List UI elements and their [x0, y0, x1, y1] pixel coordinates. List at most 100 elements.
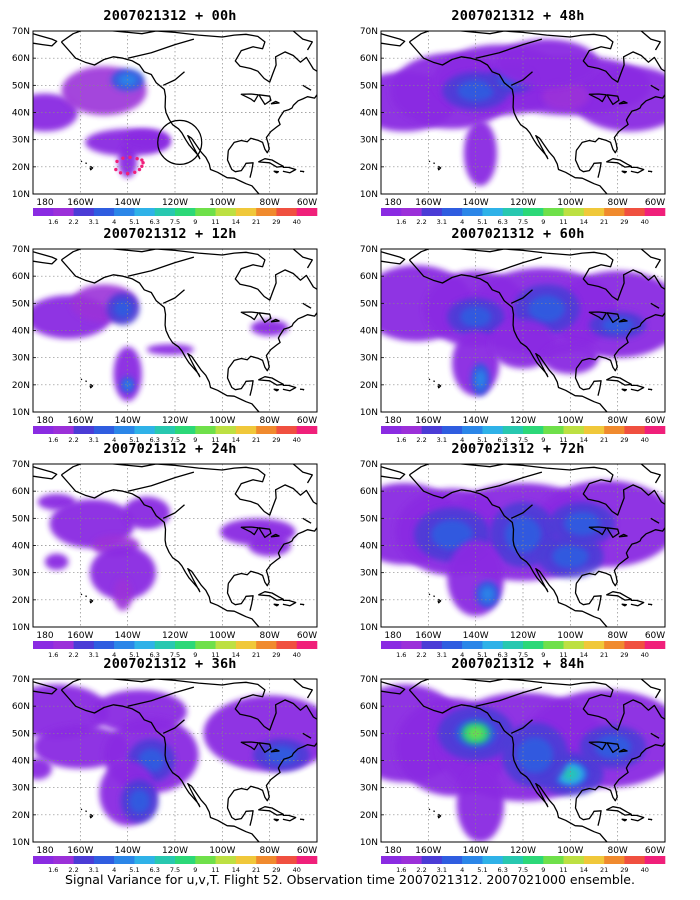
colorbar-label: 14: [580, 218, 588, 226]
flight-track: [114, 119, 203, 176]
variance-blob: [89, 545, 157, 600]
coastline: [381, 681, 406, 695]
coastline: [437, 165, 442, 171]
colorbar-label: 7.5: [170, 218, 180, 226]
variance-blob: [250, 319, 289, 336]
lat-label: 70N: [12, 27, 30, 37]
coastline: [575, 527, 665, 587]
colorbar-swatch: [502, 641, 524, 649]
lon-label: 140W: [115, 198, 141, 208]
lat-label: 60N: [12, 272, 30, 282]
coastline: [640, 679, 661, 699]
colorbar: 1.6 2.2 3.1 4 5.1 6.3 7.5 9 11 14 21 29 40: [381, 426, 666, 444]
coastline: [381, 466, 406, 480]
coastline: [437, 598, 442, 604]
grid: [33, 31, 317, 194]
colorbar-swatch: [401, 641, 422, 649]
coastline: [606, 158, 633, 168]
coastline: [433, 810, 436, 813]
colorbar-swatch: [33, 641, 54, 649]
coastline: [381, 33, 406, 47]
colorbar-label: 29: [620, 436, 628, 444]
coastline: [127, 686, 195, 707]
colorbar-swatch: [215, 856, 237, 864]
variance-field: [33, 684, 317, 826]
colorbar-swatch: [175, 641, 196, 649]
dropsonde-marker: [121, 156, 125, 160]
lon-label: 60W: [297, 846, 317, 856]
colorbar-swatch: [523, 641, 544, 649]
coastline: [428, 160, 431, 163]
colorbar-swatch: [523, 426, 544, 434]
lat-label: 70N: [360, 675, 378, 685]
lon-label: 180: [384, 846, 401, 856]
coastline: [273, 603, 280, 607]
coastline: [618, 100, 628, 105]
grid: [33, 249, 317, 412]
lon-label: 120W: [510, 416, 536, 426]
coastlines: [33, 249, 317, 412]
panel-title: 2007021312 + 60h: [451, 226, 585, 242]
coastline: [33, 33, 58, 47]
lat-label: 40N: [360, 327, 378, 337]
colorbar-label: 2.2: [68, 436, 78, 444]
target-circle: [157, 119, 203, 165]
colorbar-label: 2.2: [68, 651, 78, 659]
map-panel-84h: 2007021312 + 84h 10N 20N 30N 40N 50N 60N 70N 18…: [348, 656, 688, 874]
colorbar-swatch: [195, 856, 216, 864]
colorbar-swatch: [175, 208, 196, 216]
colorbar-swatch: [421, 426, 443, 434]
coastline: [270, 748, 280, 753]
colorbar-swatch: [381, 426, 402, 434]
coastline: [258, 376, 285, 386]
lon-label: 120W: [510, 198, 536, 208]
coastline: [409, 464, 524, 476]
colorbar-swatch: [114, 856, 135, 864]
coastline: [640, 464, 661, 484]
coastline: [475, 686, 543, 707]
coastline: [618, 318, 628, 323]
coastline: [408, 259, 608, 412]
colorbar-label: 9: [541, 436, 545, 444]
map-panel-48h: 2007021312 + 48h 10N 20N 30N 40N 50N 60N 70N 18…: [348, 8, 688, 226]
colorbar-label: 9: [193, 651, 197, 659]
colorbar-label: 5.1: [477, 866, 487, 874]
colorbar-label: 6.3: [498, 436, 508, 444]
colorbar-label: 40: [293, 651, 301, 659]
variance-map: 10N 20N 30N 40N 50N 60N 70N 180 160W 140W 120W 100W…: [12, 460, 318, 659]
panel-title: 2007021312 + 48h: [451, 8, 585, 24]
lat-label: 20N: [360, 596, 378, 606]
colorbar-label: 11: [211, 218, 219, 226]
lat-label: 40N: [360, 109, 378, 119]
panel-title: 2007021312 + 24h: [103, 441, 237, 457]
colorbar-swatch: [154, 208, 176, 216]
colorbar-label: 9: [541, 866, 545, 874]
colorbar-swatch: [33, 426, 54, 434]
variance-blob: [33, 93, 78, 132]
colorbar-swatch: [482, 208, 504, 216]
variance-blob: [516, 737, 554, 773]
lat-label: 60N: [12, 487, 30, 497]
coastline: [428, 378, 431, 381]
coastline: [650, 302, 660, 309]
coastline: [650, 84, 660, 91]
lat-label: 70N: [12, 460, 30, 470]
coastline: [162, 71, 185, 86]
colorbar-swatch: [235, 426, 257, 434]
colorbar-label: 4: [460, 651, 464, 659]
lon-label: 80W: [607, 631, 627, 641]
dropsonde-marker: [115, 159, 119, 164]
lat-label: 30N: [12, 354, 30, 364]
lat-label: 30N: [12, 569, 30, 579]
lon-label: 140W: [115, 631, 141, 641]
variance-blob: [541, 82, 590, 110]
coastline: [226, 583, 254, 611]
coastline: [606, 591, 633, 601]
coastline: [381, 251, 406, 265]
colorbar-label: 11: [559, 651, 567, 659]
colorbar: 1.6 2.2 3.1 4 5.1 6.3 7.5 9 11 14 21 29 40: [381, 641, 666, 659]
coastline: [647, 388, 653, 391]
coastline: [227, 312, 317, 372]
coastline: [630, 814, 645, 822]
colorbar-label: 9: [193, 436, 197, 444]
